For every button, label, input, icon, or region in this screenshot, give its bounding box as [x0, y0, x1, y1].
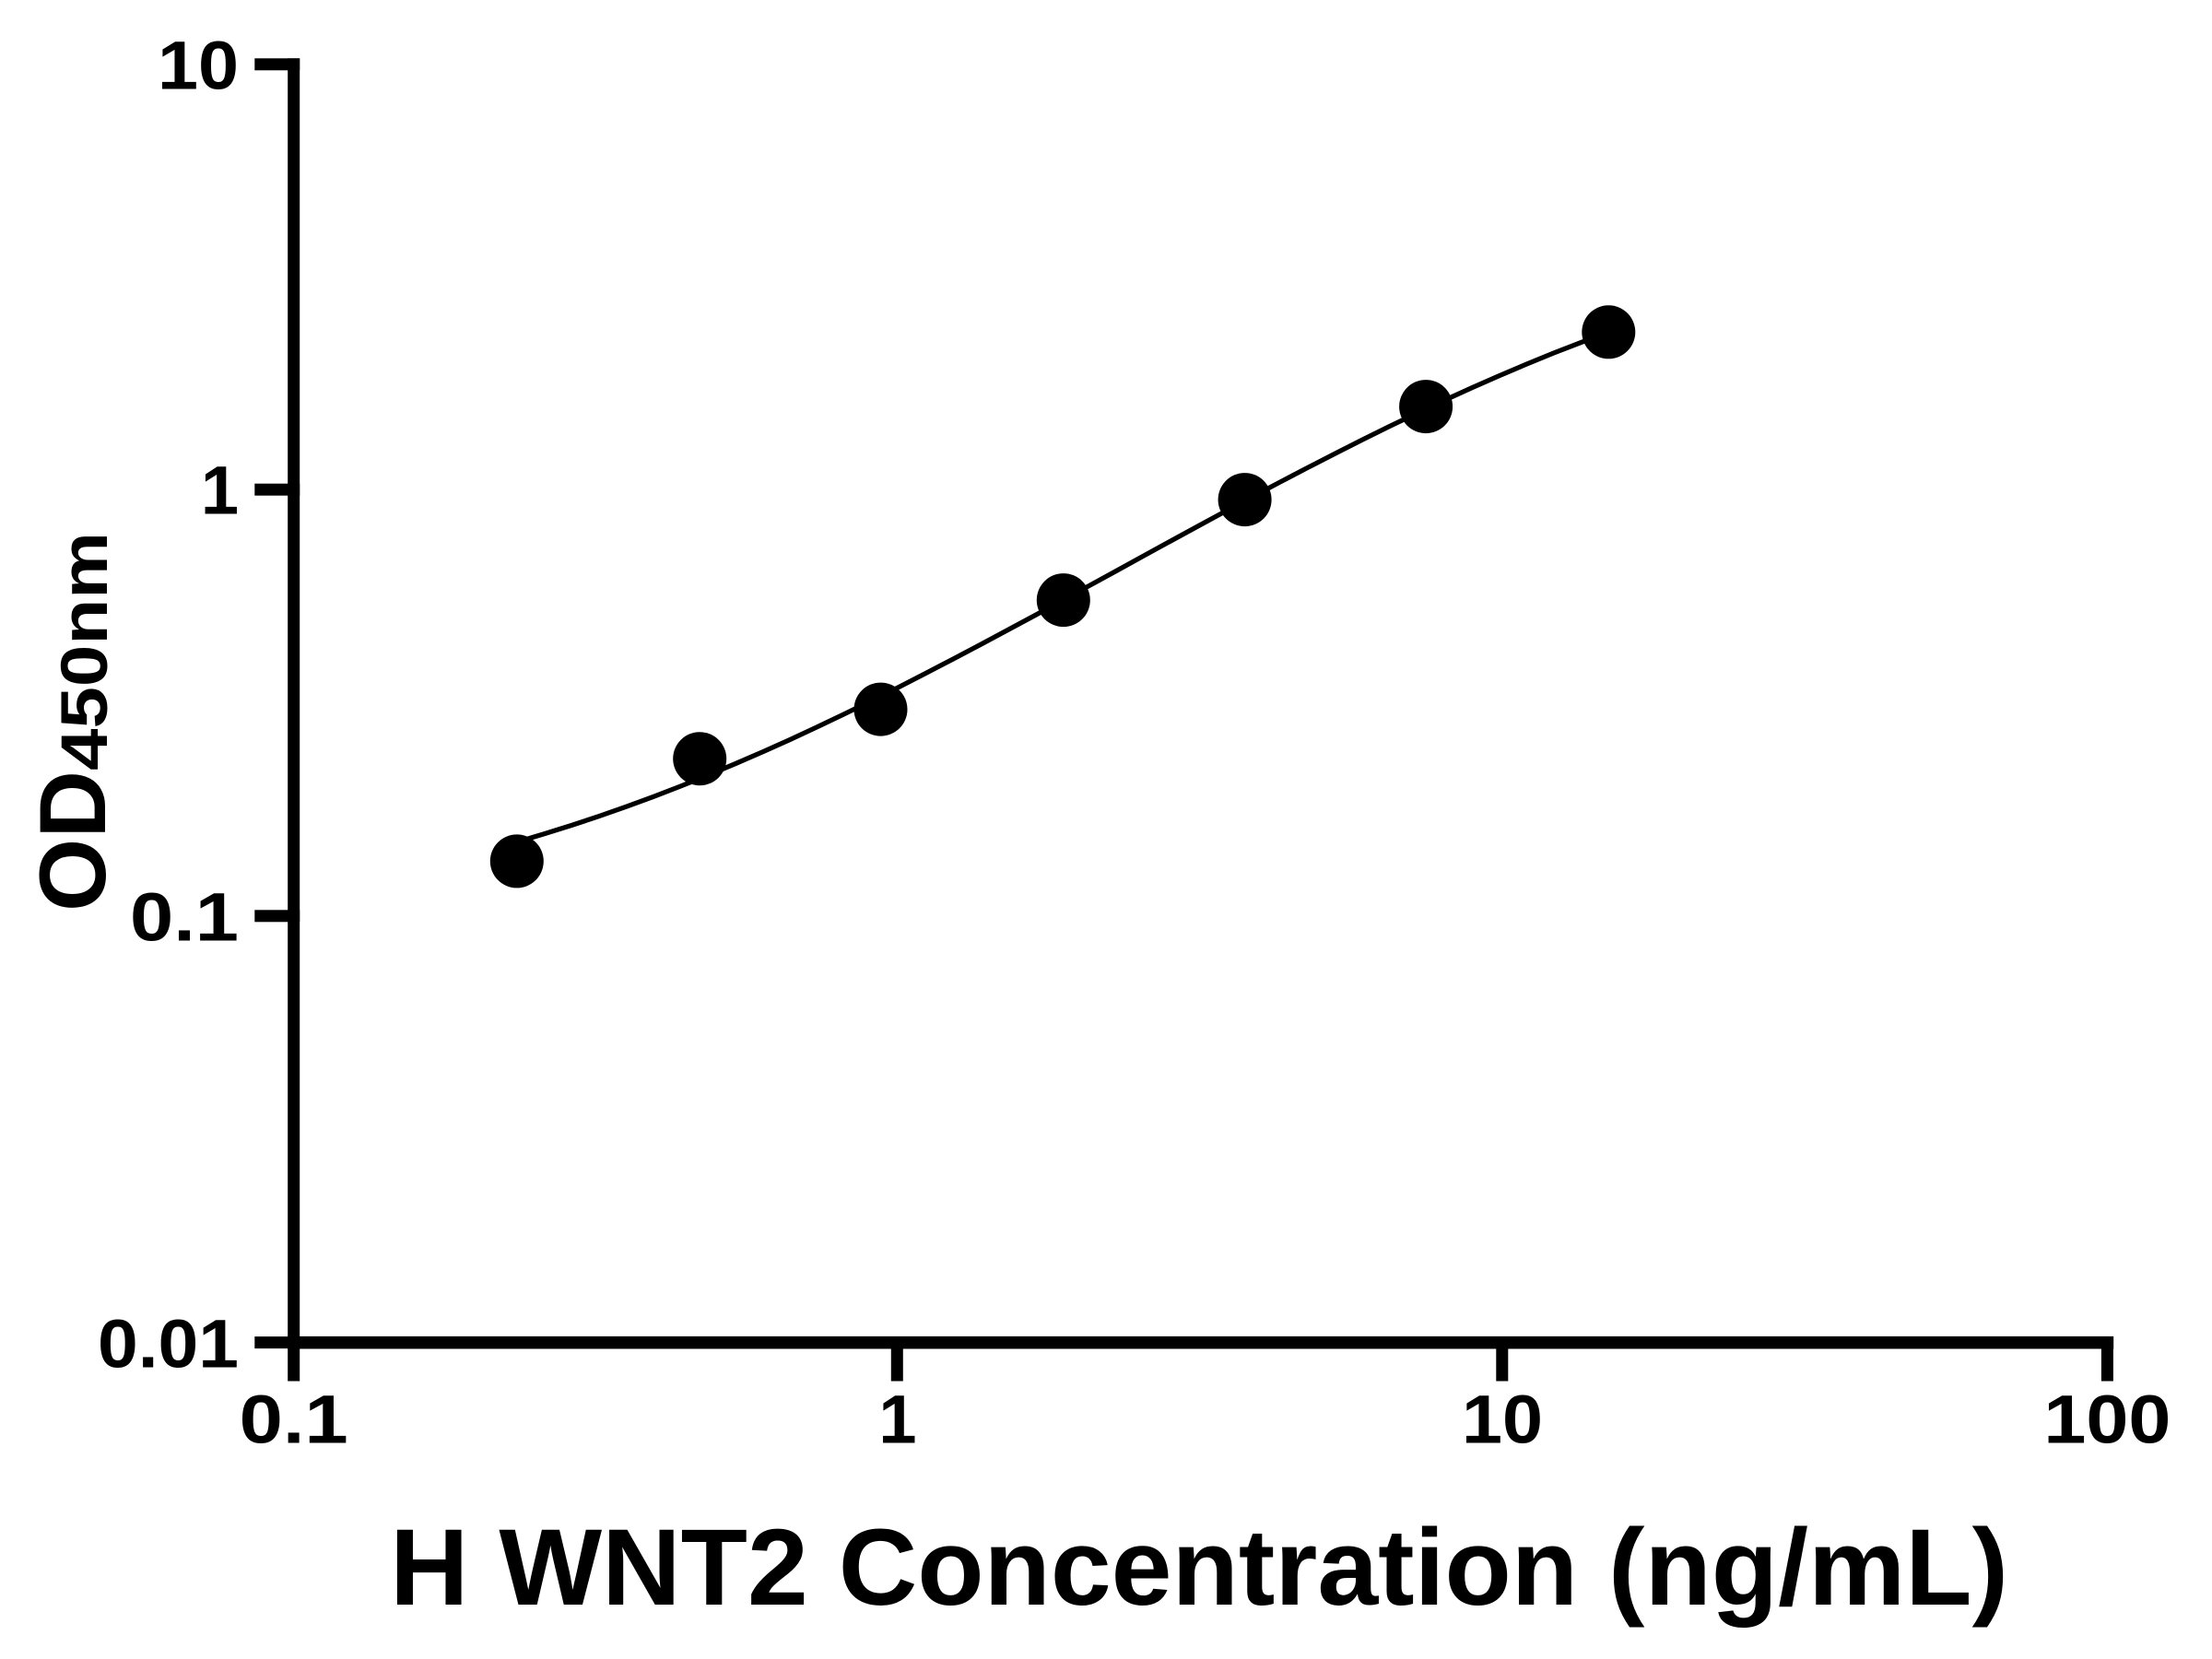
svg-text:OD450nm: OD450nm: [20, 532, 125, 912]
svg-text:100: 100: [2043, 1382, 2171, 1458]
svg-text:1: 1: [201, 452, 239, 528]
svg-text:10: 10: [1462, 1382, 1543, 1458]
svg-text:H WNT2 Concentration (ng/mL): H WNT2 Concentration (ng/mL): [390, 1507, 2008, 1629]
svg-text:0.01: 0.01: [98, 1305, 239, 1382]
svg-text:0.1: 0.1: [240, 1382, 348, 1458]
svg-text:1: 1: [878, 1382, 916, 1458]
svg-text:0.1: 0.1: [130, 878, 239, 955]
svg-text:10: 10: [158, 28, 239, 104]
